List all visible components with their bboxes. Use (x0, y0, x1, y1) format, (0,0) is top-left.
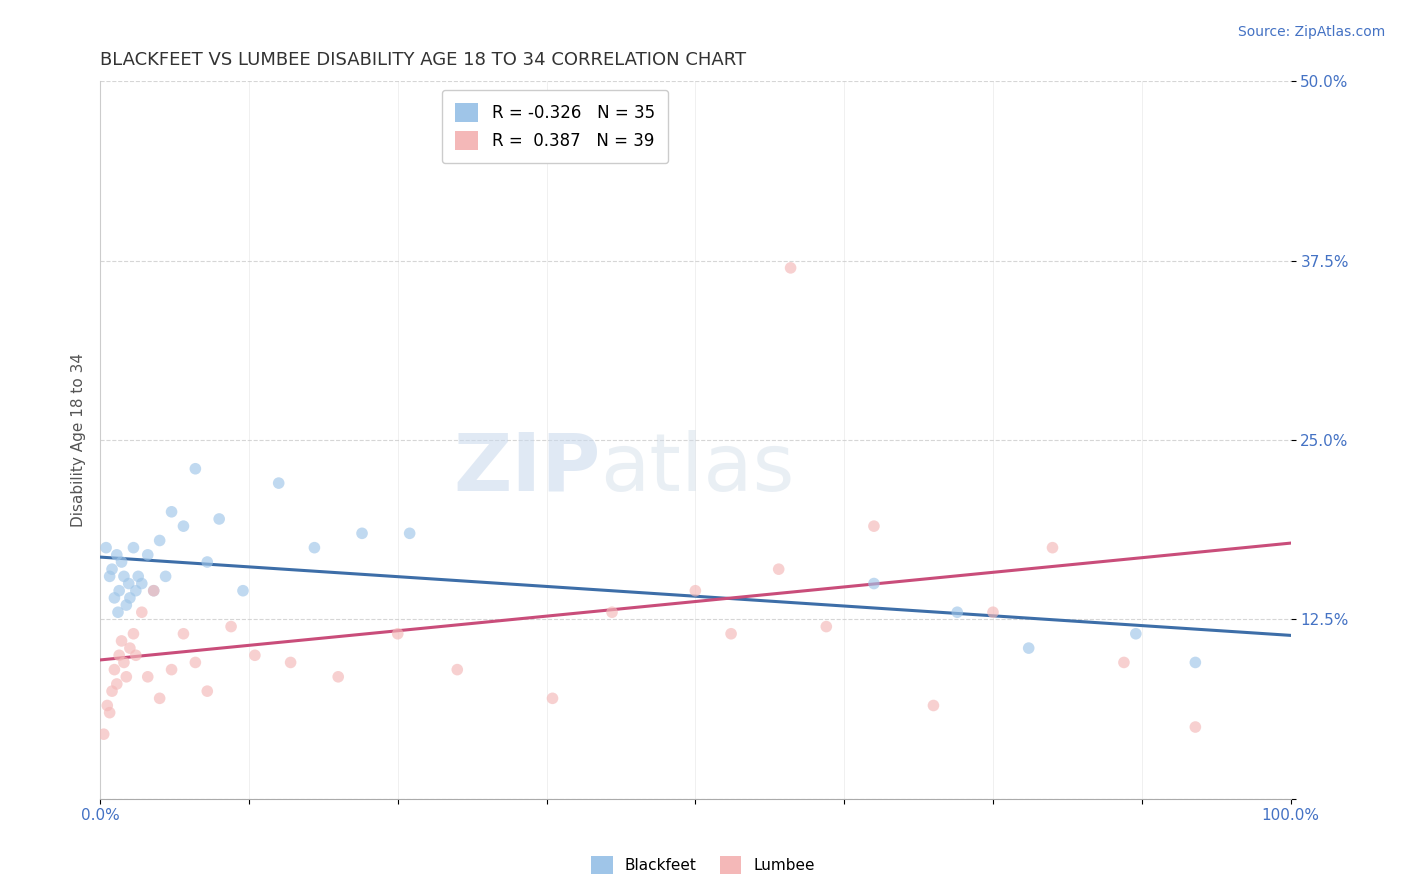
Point (685, 583, 707, 598)
Point (125, 648, 148, 663)
Point (922, 698, 945, 713)
Point (328, 670, 350, 684)
Point (122, 541, 145, 555)
Point (142, 583, 165, 598)
Point (1112, 656, 1135, 670)
Point (350, 526, 373, 541)
Text: BLACKFEET VS LUMBEE DISABILITY AGE 18 TO 34 CORRELATION CHART: BLACKFEET VS LUMBEE DISABILITY AGE 18 TO… (100, 51, 747, 69)
Point (149, 691, 172, 706)
Point (184, 656, 207, 670)
Point (115, 670, 138, 684)
Point (1042, 541, 1064, 555)
Point (155, 569, 177, 583)
Point (1184, 720, 1206, 734)
Point (172, 626, 194, 640)
Point (101, 562, 124, 576)
Point (122, 626, 145, 640)
Text: Source: ZipAtlas.com: Source: ZipAtlas.com (1237, 25, 1385, 39)
Point (946, 605, 969, 619)
Point (184, 462, 207, 476)
Point (103, 663, 125, 677)
Point (108, 583, 131, 598)
Point (815, 619, 838, 633)
Point (125, 583, 148, 598)
Point (98, 569, 121, 583)
Point (98, 706, 121, 720)
Point (149, 533, 172, 548)
Point (118, 576, 141, 591)
Point (107, 605, 129, 619)
Point (219, 619, 242, 633)
Point (110, 634, 132, 648)
Point (103, 591, 125, 605)
Point (863, 576, 886, 591)
Point (600, 110, 623, 124)
Point (108, 648, 131, 663)
Point (93, 727, 115, 741)
Point (863, 519, 886, 533)
Point (131, 576, 153, 591)
Point (720, 626, 742, 640)
Text: ZIP: ZIP (453, 430, 600, 508)
Point (768, 562, 790, 576)
Point (136, 670, 159, 684)
Point (142, 583, 165, 598)
Point (1125, 626, 1147, 640)
Point (160, 663, 183, 677)
Point (600, 605, 623, 619)
Point (127, 569, 149, 583)
Point (243, 648, 266, 663)
Y-axis label: Disability Age 18 to 34: Disability Age 18 to 34 (72, 353, 86, 527)
Point (304, 541, 326, 555)
Point (136, 548, 159, 562)
Text: atlas: atlas (600, 430, 794, 508)
Point (541, 691, 564, 706)
Point (172, 519, 194, 533)
Point (115, 598, 138, 612)
Point (112, 569, 135, 583)
Point (160, 505, 183, 519)
Legend: Blackfeet, Lumbee: Blackfeet, Lumbee (585, 850, 821, 880)
Point (110, 555, 132, 569)
Point (195, 684, 218, 698)
Point (96, 698, 118, 713)
Point (195, 555, 218, 569)
Point (101, 684, 124, 698)
Point (398, 526, 420, 541)
Point (118, 591, 141, 605)
Point (208, 512, 231, 526)
Point (981, 605, 1004, 619)
Point (105, 548, 128, 562)
Point (131, 605, 153, 619)
Point (446, 663, 468, 677)
Point (118, 641, 141, 656)
Point (94, 541, 117, 555)
Point (1184, 656, 1206, 670)
Legend: R = -0.326   N = 35, R =  0.387   N = 39: R = -0.326 N = 35, R = 0.387 N = 39 (441, 90, 668, 163)
Point (1018, 641, 1040, 656)
Point (779, 260, 801, 275)
Point (112, 656, 135, 670)
Point (387, 626, 409, 640)
Point (280, 656, 302, 670)
Point (232, 583, 254, 598)
Point (105, 677, 128, 691)
Point (267, 476, 290, 491)
